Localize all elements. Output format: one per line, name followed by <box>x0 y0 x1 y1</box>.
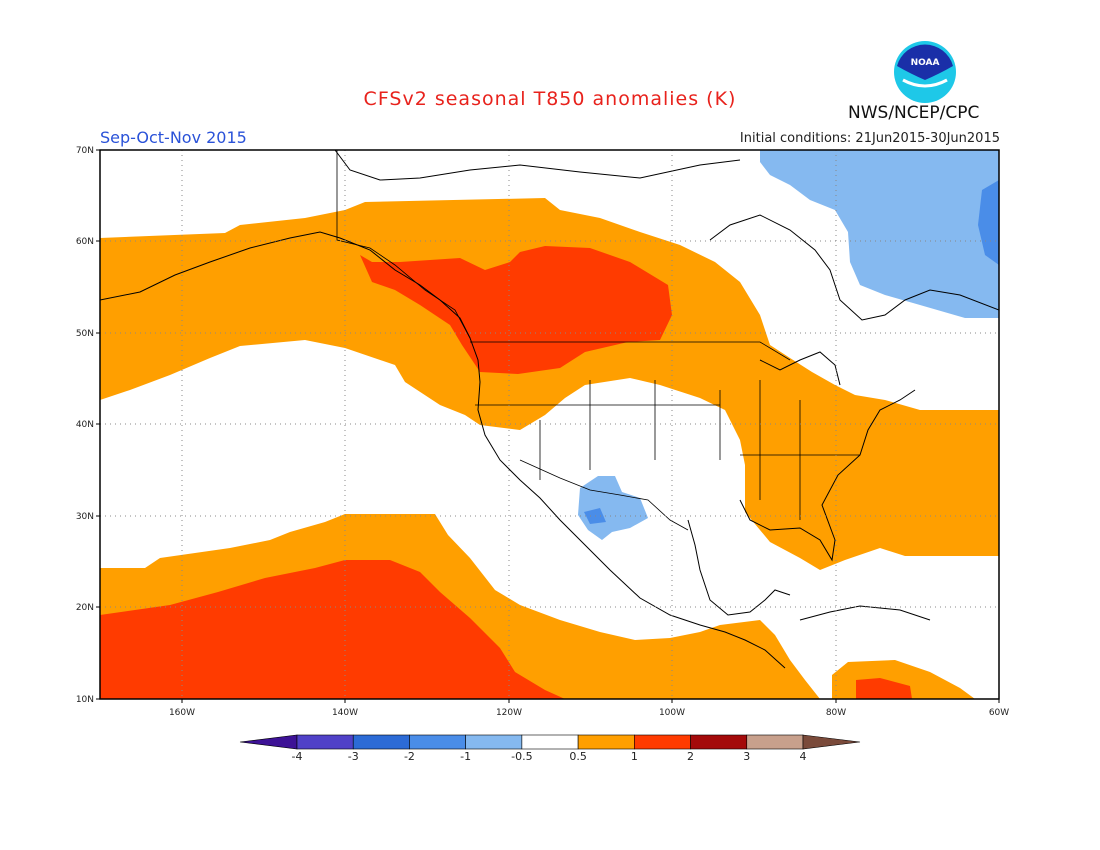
agency-label: NWS/NCEP/CPC <box>848 103 980 123</box>
lon-tick-80w: 80W <box>826 708 846 718</box>
anomaly-region-ne-blue-dark <box>978 180 999 265</box>
lat-tick-20n: 20N <box>76 603 94 613</box>
anomaly-region-ne-blue <box>760 150 999 318</box>
colorbar-label: 1 <box>631 750 638 763</box>
colorbar-label: -0.5 <box>511 750 532 763</box>
lat-tick-70n: 70N <box>76 146 94 156</box>
colorbar-swatch <box>521 734 579 750</box>
tick-marks <box>96 149 1000 703</box>
colorbar-swatch <box>296 734 354 750</box>
chart-title: CFSv2 seasonal T850 anomalies (K) <box>363 88 737 110</box>
lat-tick-60n: 60N <box>76 237 94 247</box>
colorbar-label: -3 <box>348 750 359 763</box>
anomaly-shading <box>100 150 999 699</box>
colorbar-swatch <box>577 734 635 750</box>
colorbar-min-arrow <box>239 734 298 750</box>
colorbar-label: -2 <box>404 750 415 763</box>
coastlines <box>100 150 999 669</box>
colorbar-swatch <box>690 734 748 750</box>
anomaly-region-north-orange <box>100 198 999 570</box>
season-label: Sep-Oct-Nov 2015 <box>100 128 247 147</box>
colorbar-label: 3 <box>743 750 750 763</box>
colorbar-swatch <box>352 734 410 750</box>
anomaly-region-sw-blue <box>578 476 648 540</box>
colorbar-label: 0.5 <box>569 750 587 763</box>
lon-tick-160w: 160W <box>169 708 195 718</box>
lat-tick-10n: 10N <box>76 695 94 705</box>
anomaly-region-south-red <box>100 560 565 699</box>
colorbar-swatch <box>409 734 466 750</box>
colorbar-label: 2 <box>687 750 694 763</box>
colorbar-swatch <box>465 734 523 750</box>
anomaly-region-carib-red <box>856 678 912 699</box>
lon-tick-100w: 100W <box>659 708 685 718</box>
noaa-logo-text: NOAA <box>911 58 940 68</box>
lon-tick-140w: 140W <box>332 708 358 718</box>
colorbar: -4 -3 -2 -1 -0.5 0.5 1 2 3 4 <box>239 734 861 763</box>
lon-tick-120w: 120W <box>496 708 522 718</box>
colorbar-swatch <box>746 734 804 750</box>
lat-tick-50n: 50N <box>76 329 94 339</box>
colorbar-label: -4 <box>292 750 303 763</box>
colorbar-max-arrow <box>802 734 861 750</box>
noaa-logo: NOAA <box>894 41 956 103</box>
lon-tick-60w: 60W <box>989 708 1009 718</box>
colorbar-label: 4 <box>800 750 807 763</box>
lat-tick-40n: 40N <box>76 420 94 430</box>
lat-tick-30n: 30N <box>76 512 94 522</box>
colorbar-swatch <box>634 734 691 750</box>
colorbar-label: -1 <box>460 750 471 763</box>
initial-conditions-label: Initial conditions: 21Jun2015-30Jun2015 <box>739 131 1000 146</box>
borders <box>336 150 860 531</box>
